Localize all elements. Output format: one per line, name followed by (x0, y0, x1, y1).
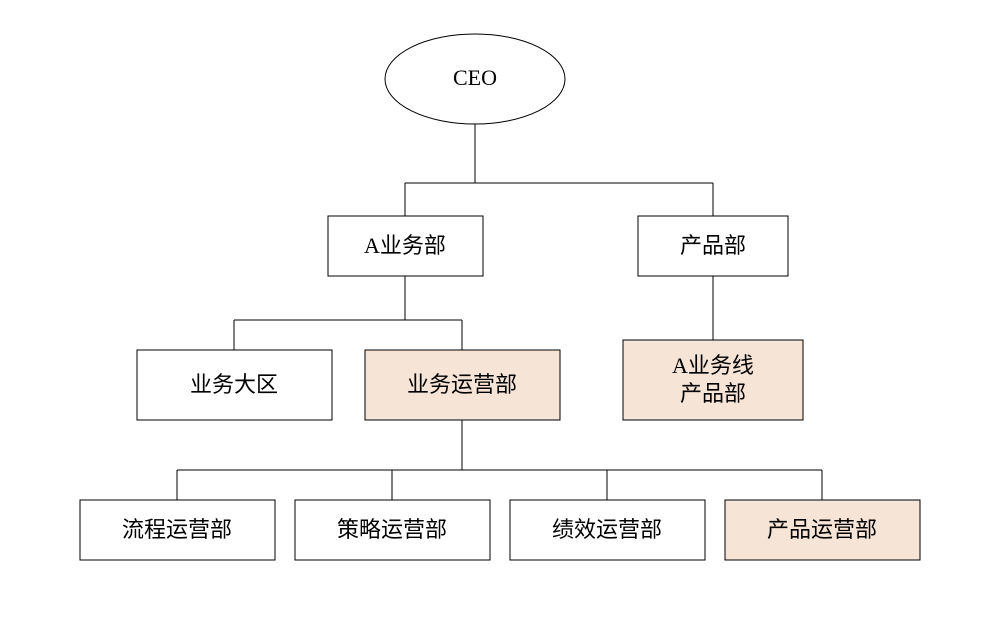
biz-ops-label: 业务运营部 (407, 372, 517, 397)
node-biz-ops: 业务运营部 (365, 350, 560, 420)
a-line-product-label-2: 产品部 (680, 381, 746, 406)
node-a-biz: A业务部 (328, 216, 483, 276)
edge-ceo-children (405, 124, 713, 216)
node-ceo: CEO (385, 34, 565, 124)
node-process-ops: 流程运营部 (80, 500, 275, 560)
a-line-product-shape (623, 340, 803, 420)
node-biz-region: 业务大区 (137, 350, 332, 420)
process-ops-label: 流程运营部 (122, 517, 232, 542)
node-a-line-product: A业务线 产品部 (623, 340, 803, 420)
strategy-ops-label: 策略运营部 (337, 517, 447, 542)
a-line-product-label-1: A业务线 (672, 353, 754, 378)
a-biz-label: A业务部 (364, 233, 446, 258)
product-ops-label: 产品运营部 (767, 517, 877, 542)
ceo-label: CEO (453, 65, 497, 90)
node-perf-ops: 绩效运营部 (510, 500, 705, 560)
biz-region-label: 业务大区 (190, 372, 278, 397)
edge-biz-ops-children (177, 420, 822, 500)
node-product: 产品部 (638, 216, 788, 276)
perf-ops-label: 绩效运营部 (552, 517, 662, 542)
product-label: 产品部 (680, 233, 746, 258)
edge-a-biz-children (234, 276, 462, 350)
node-strategy-ops: 策略运营部 (295, 500, 490, 560)
node-product-ops: 产品运营部 (725, 500, 920, 560)
org-chart: CEO A业务部 产品部 业务大区 业务运营部 A业务线 (0, 0, 982, 638)
